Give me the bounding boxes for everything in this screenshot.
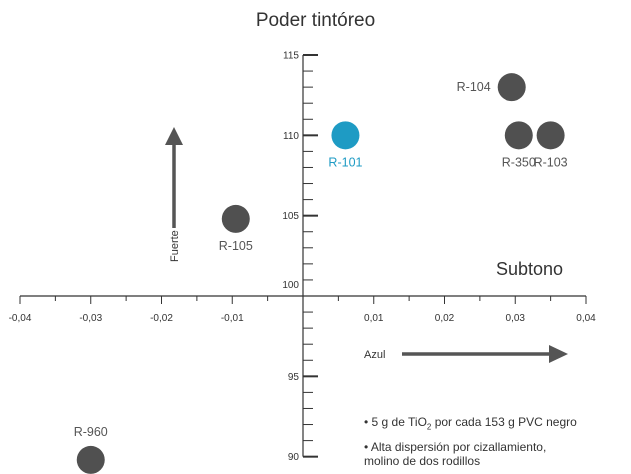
note2-line1: • Alta dispersión por cizallamiento, [364, 440, 547, 454]
axes [20, 55, 586, 457]
point-label: R-105 [219, 239, 253, 253]
y-tick-label: 100 [282, 280, 299, 291]
fuerte-label: Fuerte [169, 230, 181, 262]
note1-subscript: 2 [426, 422, 432, 432]
y-tick-label: 95 [288, 372, 300, 383]
x-tick-label: -0,03 [79, 313, 102, 324]
data-point [221, 204, 250, 233]
x-tick-label: 0,02 [435, 313, 455, 324]
note-dispersion: • Alta dispersión por cizallamiento, moli… [364, 440, 546, 468]
data-point [76, 445, 105, 474]
x-tick-label: 0,01 [364, 313, 384, 324]
azul-arrow-head [549, 345, 568, 363]
x-tick-label: -0,02 [150, 313, 173, 324]
data-point [331, 121, 360, 150]
point-label: R-350 [502, 155, 536, 169]
note2-line2: molino de dos rodillos [364, 454, 481, 468]
ticks: -0,04 -0,03 -0,02 -0,01 0,01 0,02 0,03 0,04 90 95… [9, 51, 597, 464]
point-label: R-103 [534, 155, 568, 169]
fuerte-arrow-head [165, 127, 183, 145]
chart-title: Poder tintóreo [255, 10, 376, 31]
direction-arrows: Fuerte Azul [165, 127, 568, 363]
note-composition: • 5 g de TiO2 por cada 153 g PVC negro [364, 415, 577, 434]
y-tick-label: 105 [282, 211, 299, 222]
note1-suffix: por cada 153 g PVC negro [431, 415, 577, 429]
y-tick-label: 115 [283, 51, 299, 62]
data-point [504, 121, 533, 150]
y-tick-label: 90 [288, 452, 300, 463]
x-tick-label: 0,03 [506, 313, 526, 324]
point-label: R-104 [457, 80, 491, 94]
x-tick-label: -0,04 [9, 313, 32, 324]
point-label: R-960 [74, 425, 108, 439]
data-point [497, 73, 526, 102]
azul-label: Azul [364, 349, 385, 361]
y-tick-label: 110 [283, 131, 299, 142]
x-tick-label: 0,04 [576, 313, 596, 324]
x-tick-label: -0,01 [221, 313, 244, 324]
note1-prefix: • 5 g de TiO [364, 415, 427, 429]
x-axis-label: Subtono [496, 259, 564, 279]
data-point [536, 121, 565, 150]
point-label: R-101 [328, 155, 362, 169]
